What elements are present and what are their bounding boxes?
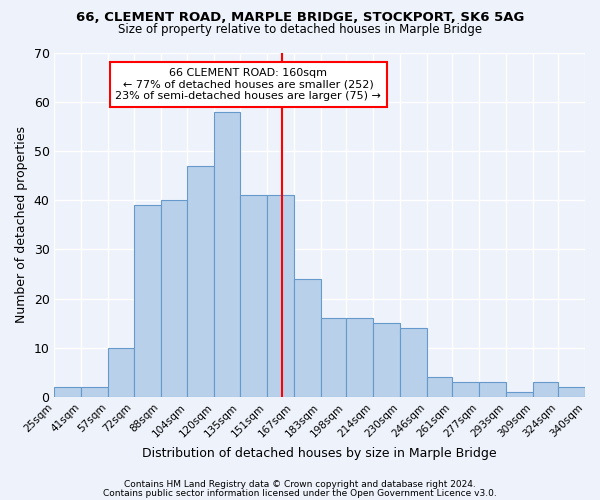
Bar xyxy=(400,328,427,397)
Bar xyxy=(161,200,187,397)
Bar xyxy=(266,195,293,397)
Bar xyxy=(239,195,266,397)
Bar xyxy=(214,112,239,397)
Text: Size of property relative to detached houses in Marple Bridge: Size of property relative to detached ho… xyxy=(118,22,482,36)
Bar xyxy=(452,382,479,397)
Text: 66 CLEMENT ROAD: 160sqm
← 77% of detached houses are smaller (252)
23% of semi-d: 66 CLEMENT ROAD: 160sqm ← 77% of detache… xyxy=(115,68,381,101)
Bar xyxy=(427,378,452,397)
Text: Contains HM Land Registry data © Crown copyright and database right 2024.: Contains HM Land Registry data © Crown c… xyxy=(124,480,476,489)
Bar xyxy=(134,205,161,397)
Text: 66, CLEMENT ROAD, MARPLE BRIDGE, STOCKPORT, SK6 5AG: 66, CLEMENT ROAD, MARPLE BRIDGE, STOCKPO… xyxy=(76,11,524,24)
Y-axis label: Number of detached properties: Number of detached properties xyxy=(15,126,28,323)
Bar xyxy=(373,323,400,397)
Bar xyxy=(346,318,373,397)
Text: Contains public sector information licensed under the Open Government Licence v3: Contains public sector information licen… xyxy=(103,488,497,498)
X-axis label: Distribution of detached houses by size in Marple Bridge: Distribution of detached houses by size … xyxy=(142,447,497,460)
Bar xyxy=(293,279,320,397)
Bar xyxy=(82,387,109,397)
Bar xyxy=(320,318,346,397)
Bar xyxy=(109,348,134,397)
Bar xyxy=(479,382,506,397)
Bar xyxy=(55,387,82,397)
Bar xyxy=(533,382,558,397)
Bar xyxy=(558,387,585,397)
Bar xyxy=(506,392,533,397)
Bar xyxy=(187,166,214,397)
